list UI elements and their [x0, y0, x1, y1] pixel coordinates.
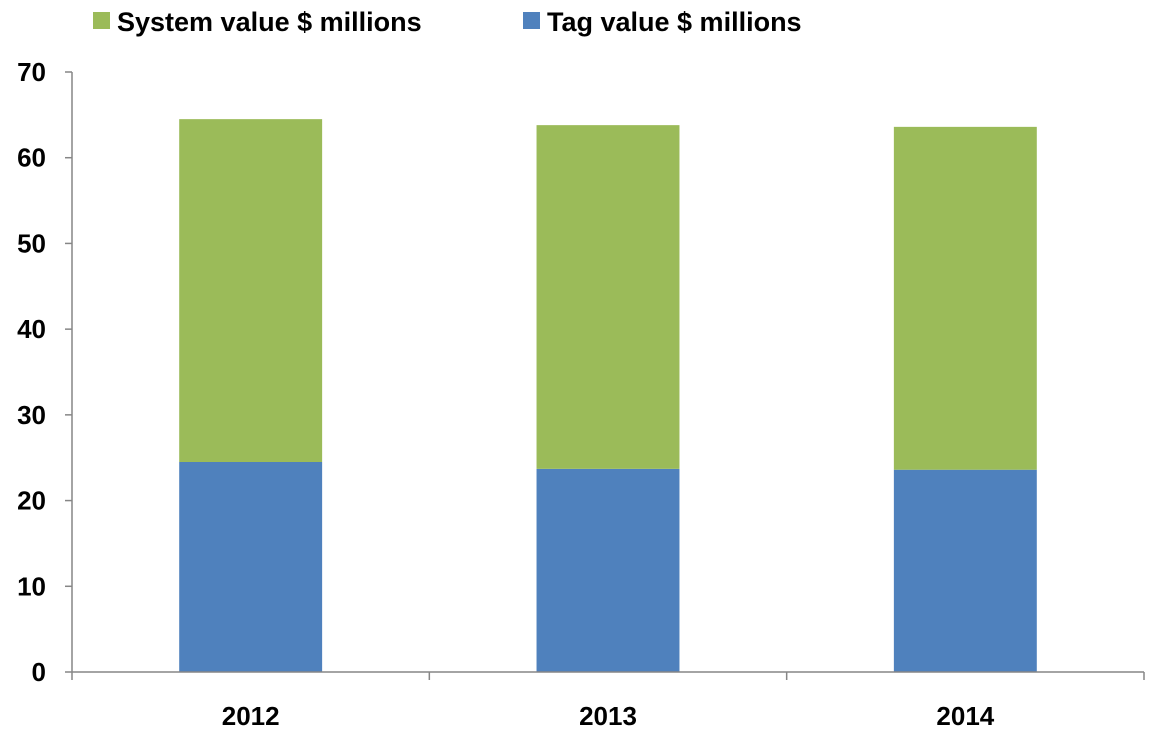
axes-group: 0 10 20 30 40 50 60 70 2012 2013 2014: [17, 57, 1145, 731]
legend-label-system-value-millions: System value $ millions: [117, 7, 422, 37]
y-tick-label: 0: [32, 657, 46, 687]
bar-system-value-millions-2012: [179, 119, 323, 463]
y-tick-label: 70: [17, 57, 46, 87]
legend-label-tag-value-millions: Tag value $ millions: [547, 7, 802, 37]
y-tick-label: 50: [17, 228, 46, 258]
x-tick-label: 2013: [579, 701, 637, 731]
legend-swatch-system-value-millions: [93, 12, 110, 29]
legend-swatch-tag-value-millions: [523, 12, 540, 29]
chart-legend: System value $ millions Tag value $ milli…: [93, 7, 802, 37]
bar-tag-value-millions-2013: [536, 468, 680, 672]
x-tick-label: 2012: [222, 701, 280, 731]
bar-system-value-millions-2013: [536, 125, 680, 469]
y-tick-label: 20: [17, 486, 46, 516]
bars-group: [179, 119, 1037, 672]
x-tick-label: 2014: [936, 701, 994, 731]
bar-tag-value-millions-2014: [893, 469, 1037, 672]
y-tick-label: 40: [17, 314, 46, 344]
y-tick-label: 30: [17, 400, 46, 430]
y-tick-label: 60: [17, 143, 46, 173]
bar-system-value-millions-2014: [893, 126, 1037, 470]
bar-tag-value-millions-2012: [179, 462, 323, 672]
y-tick-label: 10: [17, 571, 46, 601]
